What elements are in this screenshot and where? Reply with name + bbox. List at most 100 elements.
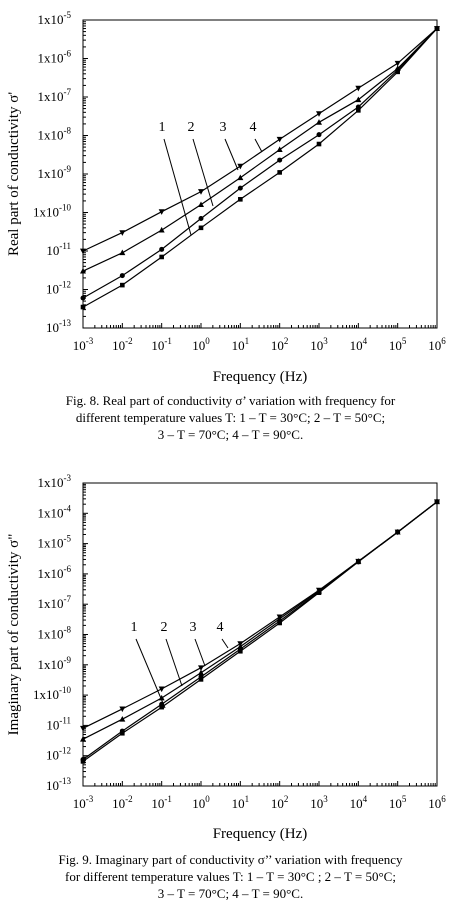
y-tick-label: 10-11 <box>46 241 71 258</box>
x-tick-label: 101 <box>232 794 250 811</box>
y-tick-label: 1x10-7 <box>38 87 72 104</box>
x-tick-label: 10-1 <box>151 336 172 353</box>
y-tick-label: 10-13 <box>46 318 71 335</box>
data-point-2 <box>119 273 125 279</box>
y-tick-label: 1x10-9 <box>38 655 72 672</box>
data-point-1 <box>159 254 164 260</box>
data-point-3 <box>276 146 283 153</box>
x-tick-label: 102 <box>271 336 289 353</box>
data-point-4 <box>198 665 204 671</box>
y-tick-label: 10-12 <box>46 280 71 297</box>
data-point-4 <box>276 614 283 621</box>
caption-fig-8: Fig. 8. Real part of conductivity σ’ var… <box>0 392 461 443</box>
data-point-3 <box>198 201 204 208</box>
data-point-2 <box>277 157 283 163</box>
data-point-3 <box>198 669 204 676</box>
data-point-2 <box>80 756 86 762</box>
data-point-3 <box>355 96 362 103</box>
data-point-2 <box>198 215 204 221</box>
y-tick-label: 1x10-4 <box>38 503 72 520</box>
x-axis-label: Frequency (Hz) <box>213 369 308 385</box>
series-line-4 <box>82 28 438 252</box>
data-point-4 <box>198 189 204 195</box>
caption-line: for different temperature values T: 1 – … <box>65 869 396 884</box>
curve-leader-2 <box>165 638 183 687</box>
data-point-1 <box>198 677 204 682</box>
data-point-3 <box>316 119 322 125</box>
x-tick-label: 10-1 <box>151 794 172 811</box>
series-line-3 <box>82 28 438 272</box>
x-tick-label: 105 <box>389 794 407 811</box>
y-tick-label: 1x10-5 <box>38 534 72 551</box>
data-point-3 <box>237 174 244 181</box>
data-point-3 <box>80 267 86 274</box>
data-point-2 <box>198 674 204 680</box>
data-point-3 <box>119 249 126 256</box>
data-point-1 <box>80 304 86 310</box>
y-tick-label: 1x10-9 <box>38 164 72 181</box>
data-point-1 <box>356 108 361 113</box>
caption-line: Fig. 9. Imaginary part of conductivity σ… <box>58 852 403 867</box>
data-point-1 <box>316 141 322 147</box>
data-point-4 <box>355 558 362 565</box>
data-point-4 <box>158 209 165 215</box>
data-point-4 <box>80 248 86 255</box>
y-tick-label: 10-12 <box>46 746 71 763</box>
curve-leader-4 <box>254 138 263 153</box>
curve-leader-1 <box>135 638 166 709</box>
y-tick-label: 1x10-7 <box>38 594 72 611</box>
data-point-4 <box>237 641 244 647</box>
x-tick-label: 103 <box>310 794 328 811</box>
data-point-1 <box>198 225 204 231</box>
data-point-1 <box>277 170 282 175</box>
y-tick-label: 1x10-5 <box>38 10 72 27</box>
data-point-4 <box>434 499 440 505</box>
x-tick-label: 104 <box>350 336 368 353</box>
data-point-4 <box>237 163 244 170</box>
y-tick-label: 1x10-6 <box>38 49 72 66</box>
data-point-4 <box>158 686 165 693</box>
x-tick-label: 103 <box>310 336 328 353</box>
curve-label-3: 3 <box>220 120 227 135</box>
data-point-3 <box>119 716 126 722</box>
data-point-2 <box>119 728 125 734</box>
x-tick-label: 100 <box>192 794 210 811</box>
data-point-4 <box>276 136 283 143</box>
data-point-3 <box>80 736 86 742</box>
curve-label-3: 3 <box>190 620 197 635</box>
y-axis-label: Imaginary part of conductivity σ" <box>6 534 22 736</box>
curve-leader-1 <box>163 138 192 236</box>
x-axis-label: Frequency (Hz) <box>213 826 308 842</box>
x-tick-label: 100 <box>192 336 210 353</box>
y-tick-label: 1x10-6 <box>38 564 72 581</box>
caption-line: 3 – T = 70°C; 4 – T = 90°C. <box>157 886 304 901</box>
data-point-2 <box>80 295 86 301</box>
series-line-2 <box>82 28 438 299</box>
x-tick-label: 101 <box>232 336 250 353</box>
x-tick-label: 106 <box>428 336 446 353</box>
curve-label-1: 1 <box>159 120 166 135</box>
data-point-2 <box>355 104 361 110</box>
series-line-1 <box>82 28 438 308</box>
caption-line: Fig. 8. Real part of conductivity σ’ var… <box>65 393 396 408</box>
curve-label-4: 4 <box>217 620 224 635</box>
x-tick-label: 10-2 <box>112 794 133 811</box>
x-tick-label: 106 <box>428 794 446 811</box>
y-tick-label: 1x10-10 <box>33 203 71 220</box>
curve-leader-3 <box>194 638 206 667</box>
y-tick-label: 10-11 <box>46 715 71 732</box>
data-point-3 <box>158 694 165 701</box>
data-point-4 <box>434 26 440 32</box>
y-tick-label: 10-13 <box>46 776 71 793</box>
curve-leader-3 <box>224 138 239 171</box>
x-tick-label: 102 <box>271 794 289 811</box>
caption-line: different temperature values T: 1 – T = … <box>75 410 386 425</box>
data-point-4 <box>119 230 126 236</box>
curve-label-2: 2 <box>188 120 195 135</box>
data-point-1 <box>120 282 125 288</box>
data-point-4 <box>80 725 86 732</box>
y-tick-label: 1x10-8 <box>38 126 72 143</box>
data-point-1 <box>159 704 164 710</box>
curve-leader-4 <box>221 638 229 649</box>
data-point-2 <box>159 246 165 252</box>
